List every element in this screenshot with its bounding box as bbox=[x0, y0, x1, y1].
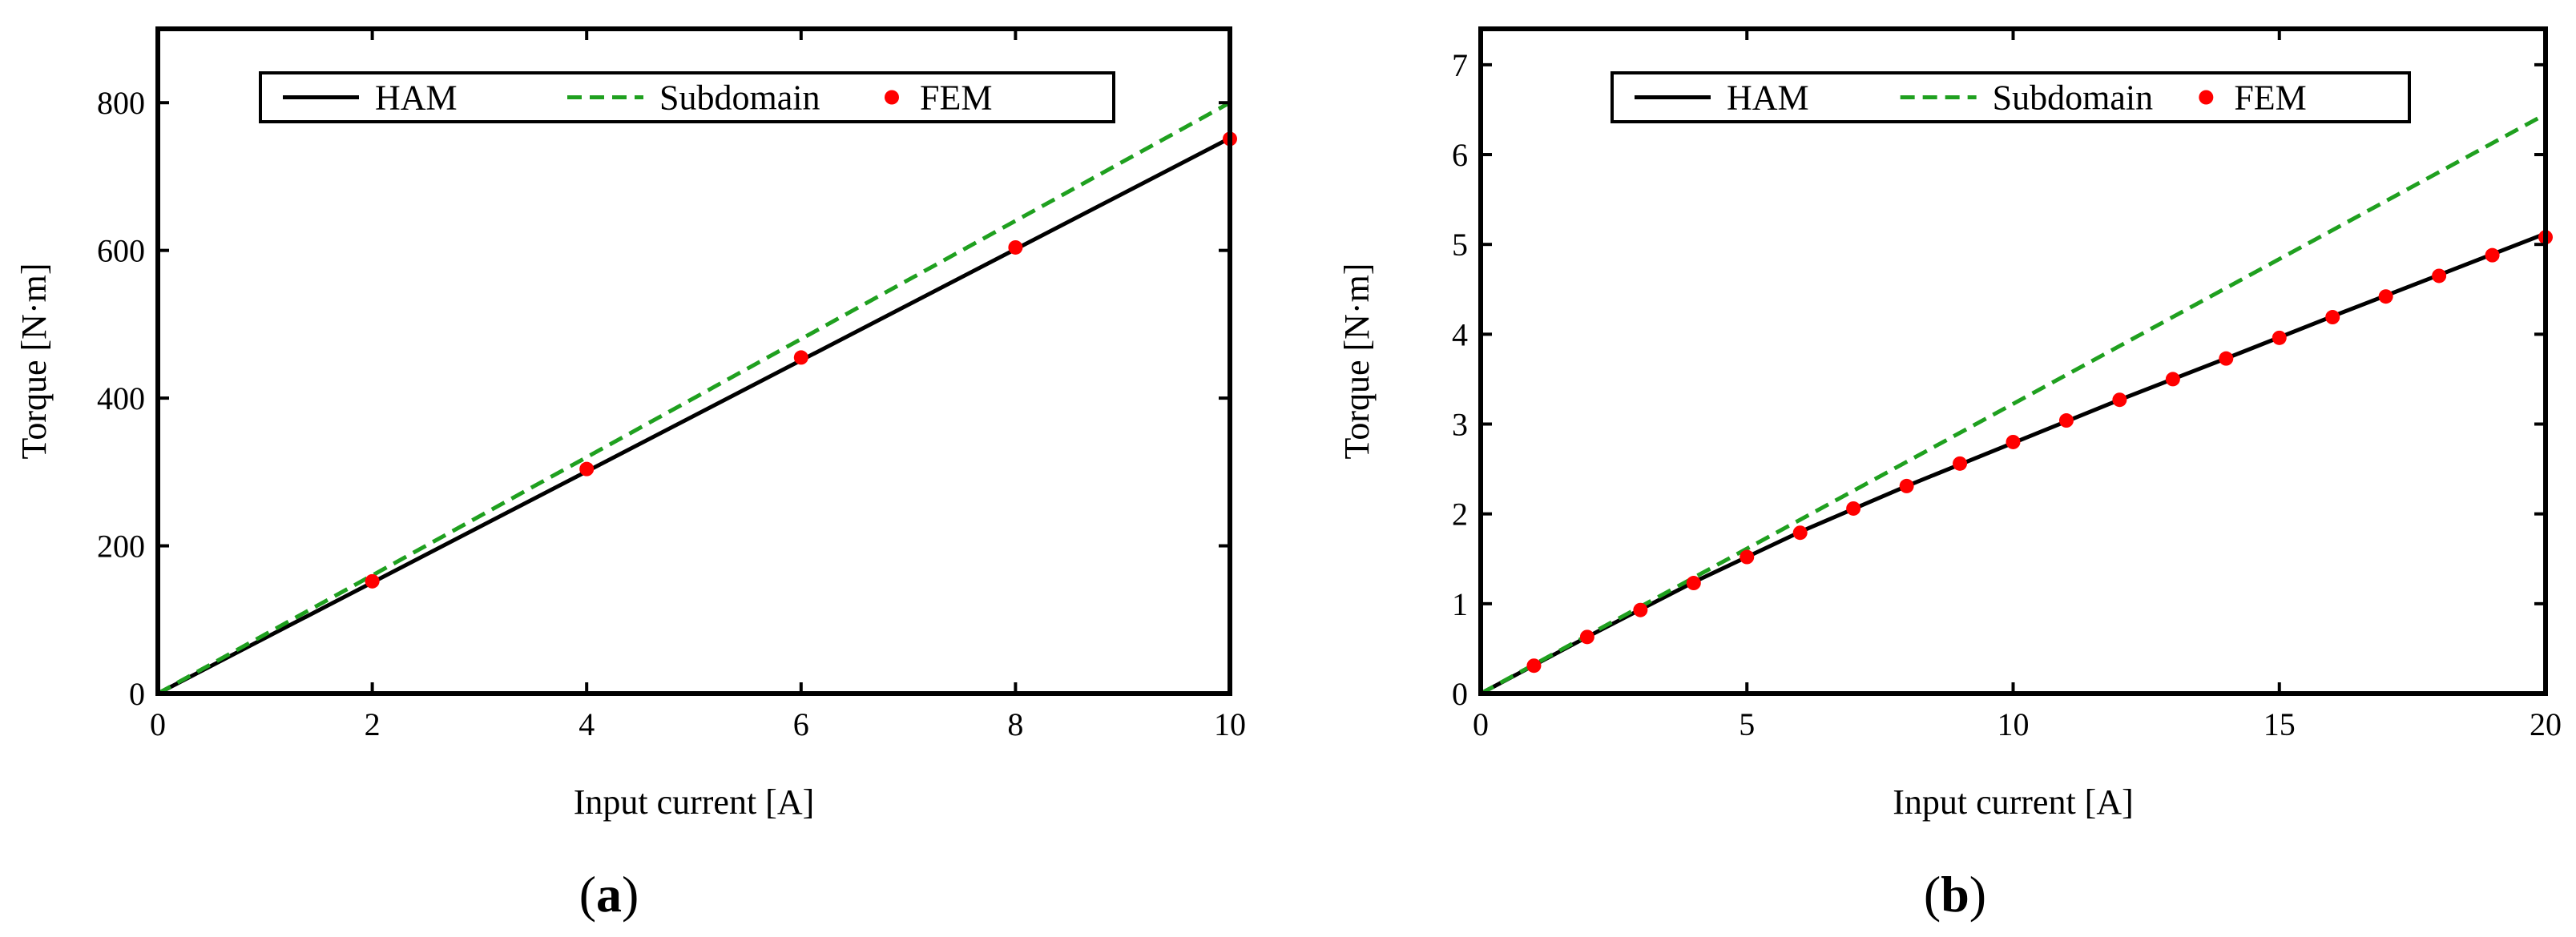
y-tick-label-b-7: 7 bbox=[1452, 47, 1468, 83]
legend-label-fem-a: FEM bbox=[920, 78, 992, 118]
y-tick-label-b-3: 3 bbox=[1452, 407, 1468, 443]
panel-label-close-b: ) bbox=[1969, 866, 1986, 923]
fem-point-b-7 bbox=[1846, 501, 1861, 516]
legend-label-subdomain-b: Subdomain bbox=[1993, 78, 2153, 118]
x-tick-label-a-2: 2 bbox=[365, 706, 381, 742]
ham-line-a bbox=[156, 136, 1232, 696]
fem-point-a-3 bbox=[793, 350, 808, 365]
fem-point-b-8 bbox=[1899, 478, 1914, 493]
fem-point-b-11 bbox=[2058, 413, 2074, 428]
y-tick-label-a-200: 200 bbox=[97, 529, 145, 565]
x-tick-label-b-20: 20 bbox=[2530, 706, 2562, 742]
chart-panel-b: 0 5 10 15 20 0 1 2 3 4 5 6 7 Input current [A] Torqu… bbox=[1337, 26, 2562, 923]
x-tick-label-a-8: 8 bbox=[1007, 706, 1023, 742]
subdomain-line-a bbox=[156, 101, 1232, 696]
legend-label-ham-b: HAM bbox=[1727, 78, 1809, 118]
y-axis-label-b: Torque [N·m] bbox=[1337, 263, 1377, 460]
plot-frame-a bbox=[155, 26, 1232, 696]
y-tick-label-b-5: 5 bbox=[1452, 227, 1468, 263]
x-tick-label-a-0: 0 bbox=[150, 706, 166, 742]
legend-b: HAM Subdomain FEM bbox=[1611, 71, 2411, 123]
legend-label-ham-a: HAM bbox=[375, 78, 458, 118]
chart-panel-a: 0 2 4 6 8 10 0 200 400 600 800 Input current [A] T… bbox=[14, 26, 1246, 923]
x-tick-label-b-10: 10 bbox=[1998, 706, 2030, 742]
panel-label-open-b: ( bbox=[1924, 866, 1941, 923]
y-axis-label-a: Torque [N·m] bbox=[14, 263, 54, 460]
fem-point-b-10 bbox=[2006, 434, 2021, 449]
fem-point-b-14 bbox=[2219, 351, 2234, 366]
y-tick-label-a-400: 400 bbox=[97, 380, 145, 416]
plot-frame-b bbox=[1478, 26, 2548, 696]
fem-point-b-18 bbox=[2432, 268, 2447, 284]
x-tick-label-b-0: 0 bbox=[1473, 706, 1489, 742]
y-tick-label-a-0: 0 bbox=[129, 676, 145, 712]
legend-label-subdomain-a: Subdomain bbox=[659, 78, 820, 118]
x-tick-label-a-6: 6 bbox=[793, 706, 809, 742]
x-tick-label-b-15: 15 bbox=[2264, 706, 2296, 742]
y-tick-label-a-600: 600 bbox=[97, 233, 145, 269]
series-layer-b bbox=[1479, 112, 2553, 696]
fem-point-b-3 bbox=[1633, 602, 1648, 617]
panel-label-open-a: ( bbox=[579, 866, 596, 923]
ticks-layer-b: 0 5 10 15 20 0 1 2 3 4 5 6 7 bbox=[1452, 29, 2562, 742]
fem-point-b-16 bbox=[2325, 310, 2340, 325]
x-tick-label-b-5: 5 bbox=[1739, 706, 1755, 742]
x-tick-label-a-10: 10 bbox=[1214, 706, 1246, 742]
fem-point-b-6 bbox=[1792, 525, 1808, 541]
x-tick-label-a-4: 4 bbox=[578, 706, 595, 742]
y-tick-label-b-6: 6 bbox=[1452, 137, 1468, 173]
panel-label-letter-b: b bbox=[1941, 866, 1969, 923]
legend-swatch-fem-a bbox=[885, 90, 899, 105]
panel-label-a: (a) bbox=[579, 866, 639, 923]
x-axis-label-b: Input current [A] bbox=[1893, 782, 2134, 822]
fem-point-b-5 bbox=[1740, 549, 1755, 565]
fem-point-b-4 bbox=[1686, 576, 1701, 591]
fem-point-b-9 bbox=[1953, 456, 1968, 471]
fem-point-b-19 bbox=[2485, 247, 2500, 263]
fem-point-b-12 bbox=[2112, 392, 2127, 408]
fem-point-a-2 bbox=[579, 461, 595, 477]
x-axis-label-a: Input current [A] bbox=[574, 782, 815, 822]
fem-point-b-2 bbox=[1579, 629, 1594, 645]
y-tick-label-b-2: 2 bbox=[1452, 497, 1468, 533]
fem-point-b-15 bbox=[2272, 330, 2287, 345]
subdomain-line-b bbox=[1479, 112, 2547, 696]
panel-label-close-a: ) bbox=[622, 866, 639, 923]
fem-point-a-4 bbox=[1008, 239, 1023, 255]
legend-swatch-fem-b bbox=[2199, 90, 2214, 105]
y-tick-label-b-4: 4 bbox=[1452, 316, 1468, 352]
fem-point-b-17 bbox=[2378, 289, 2393, 304]
y-tick-label-b-0: 0 bbox=[1452, 676, 1468, 712]
fem-point-a-1 bbox=[365, 573, 380, 589]
legend-box-a bbox=[259, 71, 1115, 123]
legend-a: HAM Subdomain FEM bbox=[259, 71, 1115, 123]
fem-point-b-13 bbox=[2165, 372, 2180, 387]
fem-point-b-1 bbox=[1526, 658, 1542, 674]
legend-label-fem-b: FEM bbox=[2234, 78, 2306, 118]
y-tick-label-a-800: 800 bbox=[97, 85, 145, 121]
legend-box-b bbox=[1611, 71, 2411, 123]
panel-label-letter-a: a bbox=[596, 866, 622, 923]
series-layer-a bbox=[156, 101, 1237, 696]
y-tick-label-b-1: 1 bbox=[1452, 586, 1468, 622]
panel-label-b: (b) bbox=[1924, 866, 1986, 923]
